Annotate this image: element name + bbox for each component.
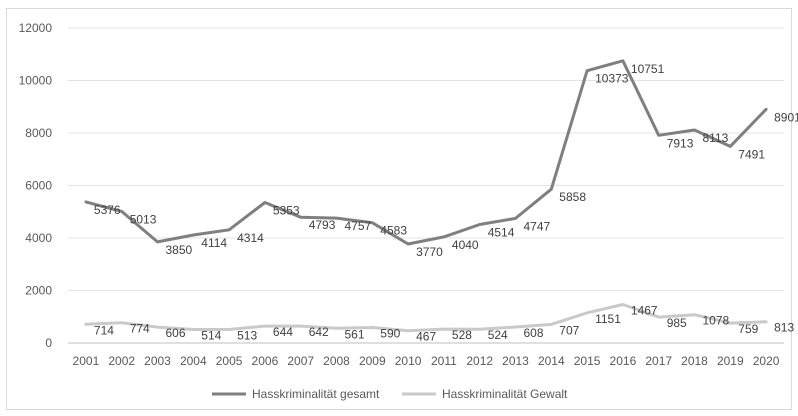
data-label: 561 [345,327,365,341]
data-label: 467 [416,330,436,344]
x-tick-label: 2011 [431,354,457,368]
series-line-gewalt [84,303,768,333]
x-tick-label: 2010 [395,354,422,368]
x-tick-label: 2003 [144,354,171,368]
x-tick-label: 2013 [502,354,529,368]
y-axis-ticks: 0 2000 4000 6000 8000 10000 12000 [19,21,53,350]
data-label: 4040 [452,238,479,252]
series-lines [84,59,768,333]
data-labels: 5376 5013 3850 4114 4314 5353 4793 4757 4583 3770… [94,62,798,344]
data-label: 707 [559,323,579,337]
x-tick-label: 2018 [681,354,708,368]
data-label: 5013 [130,212,157,226]
legend-label: Hasskriminalität Gewalt [442,387,568,401]
data-label: 10751 [631,62,665,76]
data-label: 644 [273,325,293,339]
y-tick-label: 12000 [19,21,53,35]
y-tick-label: 0 [45,336,52,350]
data-label: 813 [774,321,794,335]
data-label: 514 [201,329,221,343]
data-label: 7491 [738,147,765,161]
y-tick-label: 2000 [25,284,52,298]
y-tick-label: 4000 [25,231,52,245]
x-tick-label: 2017 [645,354,672,368]
data-label: 1151 [595,312,621,326]
data-label: 642 [309,325,329,339]
data-label: 7913 [667,136,694,150]
x-tick-label: 2020 [753,354,780,368]
data-label: 4314 [237,231,264,245]
data-label: 714 [94,323,114,337]
data-label: 590 [380,327,400,341]
data-label: 4583 [380,224,407,238]
data-label: 985 [667,316,687,330]
data-label: 606 [166,326,186,340]
x-tick-label: 2006 [252,354,279,368]
x-tick-label: 2004 [180,354,207,368]
data-label: 1078 [703,314,730,328]
x-tick-label: 2007 [287,354,314,368]
data-label: 513 [237,329,257,343]
x-tick-label: 2012 [466,354,493,368]
x-tick-label: 2015 [574,354,601,368]
data-label: 10373 [595,72,629,86]
series-line-gesamt [84,59,768,246]
data-label: 4114 [201,236,227,250]
y-tick-label: 10000 [19,74,53,88]
x-tick-label: 2019 [717,354,744,368]
data-label: 8113 [703,131,729,145]
x-tick-label: 2016 [610,354,637,368]
data-label: 8901 [774,110,798,124]
data-label: 5376 [94,203,121,217]
data-label: 528 [452,328,472,342]
gridlines [68,27,784,344]
x-tick-label: 2005 [216,354,243,368]
x-tick-label: 2008 [323,354,350,368]
data-label: 3850 [166,243,193,257]
legend-label: Hasskriminalität gesamt [252,387,380,401]
y-tick-label: 6000 [25,179,52,193]
data-label: 774 [130,322,150,336]
data-label: 3770 [416,245,443,259]
x-axis-ticks: 2001 2002 2003 2004 2005 2006 2007 2008 2009 2010… [73,354,780,368]
x-tick-label: 2014 [538,354,565,368]
data-label: 4747 [524,219,551,233]
data-label: 5858 [559,190,586,204]
data-label: 1467 [631,303,658,317]
legend: Hasskriminalität gesamt Hasskriminalität … [212,387,568,401]
data-label: 5353 [273,203,300,217]
x-tick-label: 2001 [73,354,100,368]
x-tick-label: 2002 [108,354,135,368]
data-label: 759 [738,322,758,336]
data-label: 608 [524,326,544,340]
data-label: 4793 [309,218,336,232]
data-label: 524 [488,328,508,342]
data-label: 4757 [345,219,372,233]
x-tick-label: 2009 [359,354,386,368]
data-label: 4514 [488,226,515,240]
y-tick-label: 8000 [25,126,52,140]
